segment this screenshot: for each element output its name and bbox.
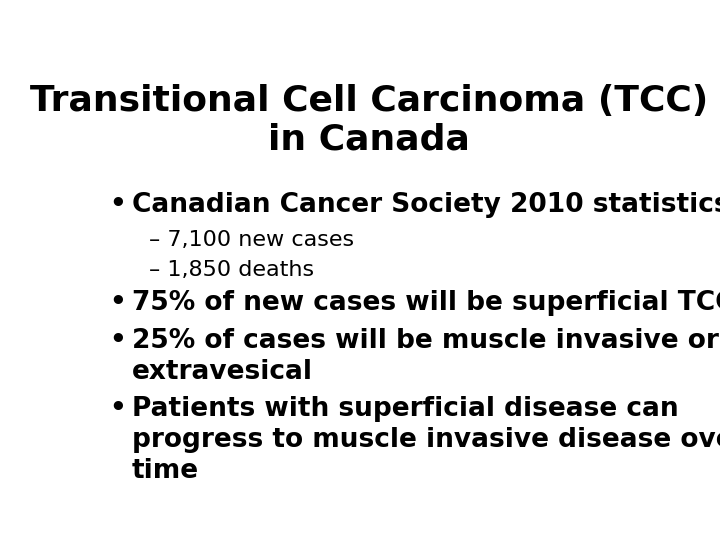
Text: Canadian Cancer Society 2010 statistics: Canadian Cancer Society 2010 statistics bbox=[132, 192, 720, 218]
Text: •: • bbox=[109, 396, 126, 422]
Text: 75% of new cases will be superficial TCC: 75% of new cases will be superficial TCC bbox=[132, 290, 720, 316]
Text: Transitional Cell Carcinoma (TCC)
in Canada: Transitional Cell Carcinoma (TCC) in Can… bbox=[30, 84, 708, 157]
Text: – 1,850 deaths: – 1,850 deaths bbox=[148, 260, 314, 280]
Text: – 7,100 new cases: – 7,100 new cases bbox=[148, 230, 354, 250]
Text: •: • bbox=[109, 290, 126, 316]
Text: •: • bbox=[109, 192, 126, 218]
Text: Patients with superficial disease can
progress to muscle invasive disease over
t: Patients with superficial disease can pr… bbox=[132, 396, 720, 484]
Text: •: • bbox=[109, 328, 126, 354]
Text: 25% of cases will be muscle invasive or
extravesical: 25% of cases will be muscle invasive or … bbox=[132, 328, 719, 385]
